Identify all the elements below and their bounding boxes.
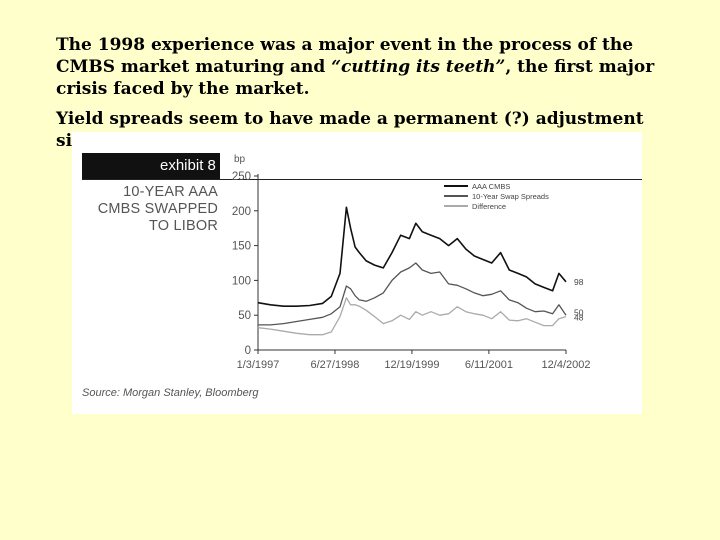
y-tick-label: 0 xyxy=(245,345,251,357)
end-value-label: 50 xyxy=(574,307,584,317)
exhibit-label-text: exhibit 8 xyxy=(160,157,216,174)
slide-line-1-italic: “cutting its teeth” xyxy=(331,57,506,77)
line-chart: bp 0 50 100 150 200 250 1/3/1997 6/27/1998 12/19/… xyxy=(232,154,591,371)
end-value-label: 98 xyxy=(574,277,584,287)
legend-label: 10-Year Swap Spreads xyxy=(472,192,549,201)
exhibit-figure: exhibit 8 10-YEAR AAA CMBS SWAPPED TO LI… xyxy=(72,132,642,414)
end-value-label: 48 xyxy=(574,312,584,322)
y-tick-label: 100 xyxy=(232,275,251,287)
slide-paragraph-1: The 1998 experience was a major event in… xyxy=(56,34,676,100)
y-tick-label: 150 xyxy=(232,241,251,253)
x-tick-label: 6/27/1998 xyxy=(310,359,359,371)
y-axis-unit-label: bp xyxy=(234,154,246,165)
series-line-3 xyxy=(257,297,567,336)
chart-title: 10-YEAR AAA CMBS SWAPPED TO LIBOR xyxy=(97,184,218,234)
x-tick-label: 6/11/2001 xyxy=(465,359,513,371)
y-tick-label: 250 xyxy=(232,171,251,183)
slide-line-1-tail: , the first major crisis faced by the ma… xyxy=(56,57,655,99)
x-tick-label: 1/3/1997 xyxy=(237,359,280,371)
exhibit-label: exhibit 8 xyxy=(82,153,220,179)
legend-label: Difference xyxy=(472,202,506,211)
x-tick-label: 12/4/2002 xyxy=(542,359,591,371)
x-tick-label: 12/19/1999 xyxy=(384,359,439,371)
exhibit-divider xyxy=(82,179,642,180)
y-tick-label: 50 xyxy=(238,310,251,322)
slide-line-1: The 1998 experience was a major event in… xyxy=(56,35,634,77)
legend-label: AAA CMBS xyxy=(472,182,510,191)
source-note: Source: Morgan Stanley, Bloomberg xyxy=(82,387,259,399)
series-line-1 xyxy=(257,206,567,307)
y-tick-label: 200 xyxy=(232,206,251,218)
series-line-2 xyxy=(258,262,567,326)
